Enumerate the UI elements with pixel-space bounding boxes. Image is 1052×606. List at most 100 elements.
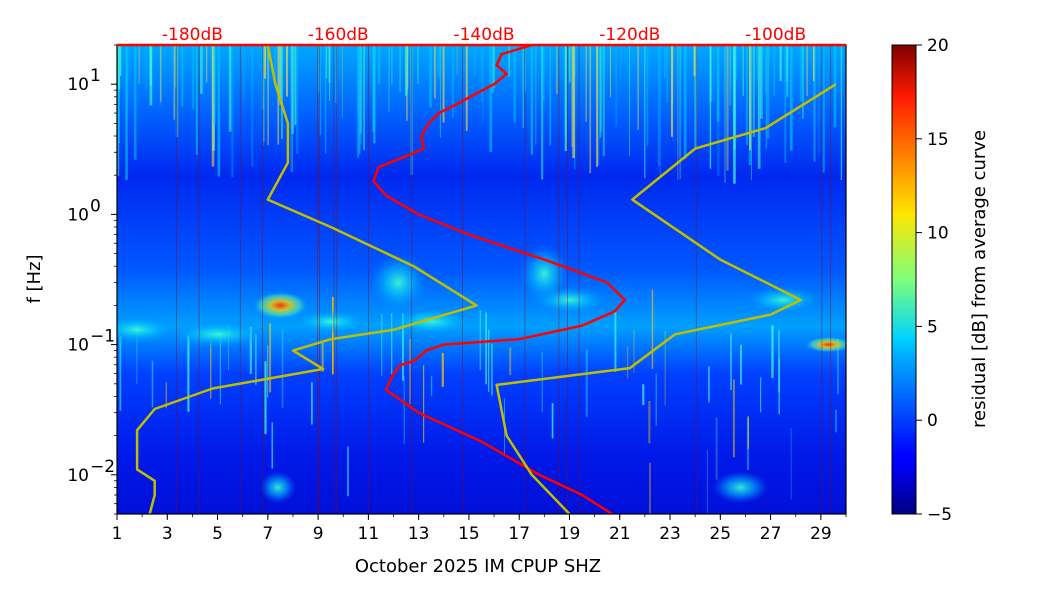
texture-streak [465, 45, 468, 131]
texture-streak [732, 379, 735, 458]
texture-streak [325, 45, 327, 154]
texture-streak [822, 45, 825, 173]
x-axis: 1 3 5 7 9 11 13 15 17 19 21 23 25 27 29 [112, 514, 847, 544]
texture-streak [281, 328, 284, 408]
texture-streak [765, 45, 768, 149]
x-tick-label: 29 [810, 524, 832, 544]
texture-streak [799, 45, 802, 102]
colorbar-tick-label: −5 [927, 505, 952, 525]
texture-streak [778, 358, 780, 415]
texture-streak [513, 45, 516, 123]
texture-streak [311, 382, 313, 425]
texture-streak [509, 347, 512, 376]
texture-streak [564, 45, 567, 152]
texture-streak [264, 45, 266, 79]
texture-streak [597, 45, 600, 165]
y-tick-label: 10 [67, 205, 89, 225]
texture-streak [360, 45, 362, 145]
texture-streak [442, 45, 445, 123]
texture-streak [629, 45, 630, 156]
texture-streak [716, 45, 720, 122]
x-tick-label: 1 [112, 524, 123, 544]
texture-streak [372, 45, 375, 132]
texture-streak [210, 343, 212, 399]
texture-streak [493, 45, 496, 89]
x-tick-label: 5 [212, 524, 223, 544]
texture-streak [269, 323, 272, 393]
texture-streak [633, 329, 635, 373]
texture-streak [708, 366, 710, 403]
texture-streak [742, 45, 744, 96]
colorbar-ticks: 20 15 10 5 0 −5 [916, 36, 952, 525]
texture-streak [211, 45, 215, 167]
texture-streak [729, 45, 731, 106]
texture-streak [715, 417, 718, 480]
texture-streak [729, 45, 732, 85]
x-tick-label: 27 [760, 524, 782, 544]
texture-streak [359, 45, 362, 134]
texture-streak [430, 375, 433, 396]
texture-streak [571, 45, 574, 148]
x-tick-label: 11 [358, 524, 380, 544]
texture-streak [694, 45, 697, 148]
texture-streak [278, 45, 281, 105]
texture-streak [136, 323, 138, 384]
texture-streak [262, 45, 265, 142]
texture-streak [377, 45, 380, 84]
y-tick-exponent: 0 [90, 196, 101, 216]
top-axis-label: -140dB [453, 25, 514, 45]
texture-streak [423, 365, 425, 443]
colorbar: 20 15 10 5 0 −5 residual [dB] from average cu… [891, 36, 990, 525]
texture-streak [391, 45, 393, 86]
texture-streak [200, 45, 203, 94]
texture-streak [391, 313, 393, 375]
y-axis-title: f [Hz] [24, 254, 45, 303]
texture-streak [485, 312, 487, 385]
texture-streak [403, 375, 405, 444]
colorbar-gradient [891, 44, 917, 515]
texture-streak [735, 45, 738, 80]
texture-streak [219, 333, 221, 405]
texture-streak [175, 45, 179, 138]
texture-streak [274, 45, 277, 80]
texture-streak [626, 346, 629, 379]
texture-streak [145, 45, 148, 90]
texture-streak [329, 45, 331, 101]
texture-streak [452, 45, 454, 118]
texture-streak [138, 45, 140, 84]
y-tick-label: 10 [67, 336, 89, 356]
texture-blob [712, 471, 769, 504]
texture-streak [740, 344, 742, 385]
texture-streak [712, 45, 715, 102]
texture-streak [806, 45, 808, 97]
texture-streak [786, 45, 789, 97]
texture-streak [291, 45, 294, 134]
texture-streak [347, 446, 349, 497]
texture-streak [249, 326, 252, 374]
texture-streak [213, 45, 216, 125]
texture-streak [439, 45, 441, 138]
texture-streak [126, 45, 129, 119]
texture-streak [294, 45, 297, 126]
texture-streak [363, 45, 365, 151]
texture-streak [599, 45, 602, 138]
texture-streak [541, 45, 544, 180]
texture-blob [167, 320, 268, 349]
texture-blob [290, 309, 371, 334]
plot-area [117, 45, 846, 514]
texture-streak [160, 45, 162, 102]
texture-streak [549, 45, 551, 146]
texture-streak [228, 45, 232, 132]
texture-streak [655, 373, 657, 426]
texture-streak [341, 45, 343, 118]
texture-streak [683, 45, 687, 159]
texture-streak [134, 45, 137, 160]
texture-streak [614, 309, 617, 372]
texture-streak [489, 45, 493, 152]
texture-streak [433, 45, 436, 99]
texture-streak [195, 45, 198, 155]
texture-streak [746, 45, 748, 145]
texture-streak [243, 45, 245, 99]
